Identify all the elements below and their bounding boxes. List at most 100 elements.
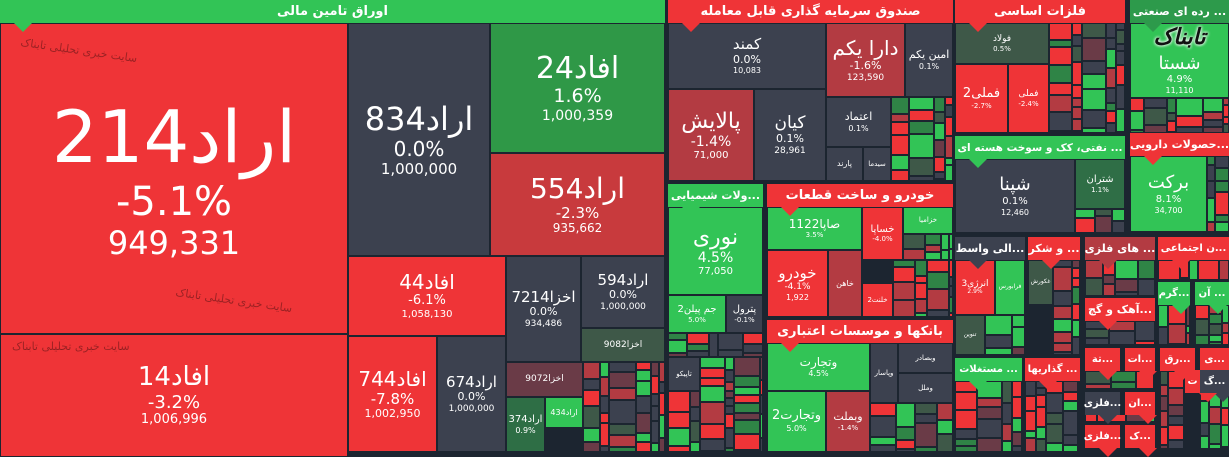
tile-khsapa[interactable]: خساپا -4.0%: [862, 207, 903, 260]
small-tile[interactable]: [1046, 443, 1063, 452]
small-tile[interactable]: [1160, 445, 1168, 449]
small-tile[interactable]: [909, 110, 934, 121]
small-tile[interactable]: [1207, 222, 1215, 232]
small-tile[interactable]: [1078, 419, 1080, 438]
small-tile[interactable]: [949, 277, 953, 286]
tile-palayesh[interactable]: پالایش -1.4% 71,000: [668, 89, 754, 181]
tile-shatran[interactable]: شتران 1.1%: [1075, 159, 1125, 209]
small-tile[interactable]: [915, 299, 927, 313]
small-tile[interactable]: [1036, 395, 1046, 407]
small-tile[interactable]: [1012, 315, 1025, 327]
small-tile[interactable]: [1215, 192, 1229, 215]
small-tile[interactable]: [668, 412, 690, 428]
small-tile[interactable]: [1085, 414, 1097, 422]
tile-parand[interactable]: پارند: [826, 147, 863, 181]
small-tile[interactable]: [1053, 352, 1072, 355]
small-tile[interactable]: [1053, 291, 1072, 306]
small-tile[interactable]: [1221, 408, 1229, 425]
small-tile[interactable]: [1158, 327, 1168, 345]
small-tile[interactable]: [1207, 156, 1215, 165]
small-tile[interactable]: [1025, 431, 1036, 438]
small-tile[interactable]: [1203, 98, 1223, 112]
small-tile[interactable]: [1072, 35, 1082, 46]
small-tile[interactable]: [725, 414, 734, 428]
small-tile[interactable]: [1195, 305, 1209, 319]
small-tile[interactable]: [609, 435, 636, 447]
small-tile[interactable]: [1046, 413, 1063, 424]
small-tile[interactable]: [609, 388, 636, 400]
small-tile[interactable]: [1207, 165, 1215, 181]
small-tile[interactable]: [941, 234, 949, 250]
tile-arad554[interactable]: اراد554 -2.3% 935,662: [490, 153, 665, 256]
small-tile[interactable]: [945, 117, 953, 136]
small-tile[interactable]: [1160, 371, 1168, 385]
small-tile[interactable]: [1135, 341, 1155, 345]
small-tile[interactable]: [1025, 411, 1036, 431]
small-tile[interactable]: [1223, 98, 1229, 105]
small-tile[interactable]: [1221, 425, 1229, 447]
small-tile[interactable]: [1111, 382, 1136, 389]
small-tile[interactable]: [583, 362, 600, 379]
small-tile[interactable]: [891, 135, 909, 155]
small-tile[interactable]: [909, 158, 934, 176]
small-tile[interactable]: [1072, 287, 1080, 304]
small-tile[interactable]: [977, 407, 1002, 419]
tile-shapna[interactable]: شپنا 0.1% 12,460: [955, 159, 1075, 233]
small-tile[interactable]: [949, 249, 953, 260]
sector-header-lime[interactable]: ...آهک و گچ: [1085, 298, 1155, 330]
small-tile[interactable]: [1209, 407, 1221, 424]
tile-khzamia[interactable]: خزامیا: [903, 207, 953, 234]
sector-header-s9[interactable]: ...گ: [1200, 370, 1229, 402]
small-tile[interactable]: [734, 450, 760, 452]
small-tile[interactable]: [1002, 403, 1012, 424]
tile-aminyekom[interactable]: امین یکم 0.1%: [905, 23, 953, 97]
sector-header-pharma[interactable]: ...حصولات دارویی: [1130, 133, 1229, 165]
small-tile[interactable]: [1049, 83, 1072, 95]
tile-arad214[interactable]: اراد214 -5.1% 949,331: [0, 23, 348, 334]
small-tile[interactable]: [1095, 216, 1112, 233]
small-tile[interactable]: [1112, 209, 1125, 221]
small-tile[interactable]: [760, 357, 763, 380]
small-tile[interactable]: [1012, 327, 1025, 347]
small-tile[interactable]: [1160, 427, 1168, 445]
small-tile[interactable]: [1158, 305, 1168, 327]
small-tile[interactable]: [743, 353, 763, 357]
small-tile[interactable]: [1116, 85, 1125, 109]
small-tile[interactable]: [1168, 416, 1184, 425]
small-tile[interactable]: [945, 105, 953, 117]
small-tile[interactable]: [1160, 396, 1168, 411]
small-tile[interactable]: [725, 382, 734, 391]
small-tile[interactable]: [1203, 127, 1223, 133]
small-tile[interactable]: [915, 283, 927, 299]
small-tile[interactable]: [1138, 279, 1155, 296]
small-tile[interactable]: [1072, 268, 1080, 278]
tile-vtejarat2[interactable]: وتجارت2 5.0%: [767, 391, 826, 452]
tile-afad14[interactable]: افاد14 -3.2% 1,006,996: [0, 334, 348, 457]
small-tile[interactable]: [1219, 260, 1229, 280]
small-tile[interactable]: [1130, 111, 1144, 130]
small-tile[interactable]: [1215, 168, 1229, 181]
small-tile[interactable]: [1130, 130, 1144, 133]
small-tile[interactable]: [1167, 113, 1176, 121]
small-tile[interactable]: [734, 403, 760, 413]
small-tile[interactable]: [1221, 447, 1229, 449]
small-tile[interactable]: [1012, 347, 1025, 355]
small-tile[interactable]: [1002, 441, 1012, 452]
small-tile[interactable]: [668, 391, 690, 412]
small-tile[interactable]: [1085, 260, 1103, 278]
small-tile[interactable]: [718, 333, 743, 350]
sector-header-inter[interactable]: ...الی واسط: [955, 237, 1025, 269]
small-tile[interactable]: [1176, 127, 1203, 133]
small-tile[interactable]: [659, 362, 665, 382]
small-tile[interactable]: [1160, 385, 1168, 396]
small-tile[interactable]: [977, 398, 1002, 407]
small-tile[interactable]: [609, 362, 636, 372]
small-tile[interactable]: [1036, 407, 1046, 427]
small-tile[interactable]: [1106, 49, 1116, 68]
tile-akhza9082[interactable]: اخزا9082: [581, 328, 665, 362]
small-tile[interactable]: [1063, 411, 1078, 435]
small-tile[interactable]: [1085, 384, 1111, 389]
small-tile[interactable]: [1168, 324, 1186, 344]
small-tile[interactable]: [945, 165, 953, 181]
small-tile[interactable]: [945, 136, 953, 158]
